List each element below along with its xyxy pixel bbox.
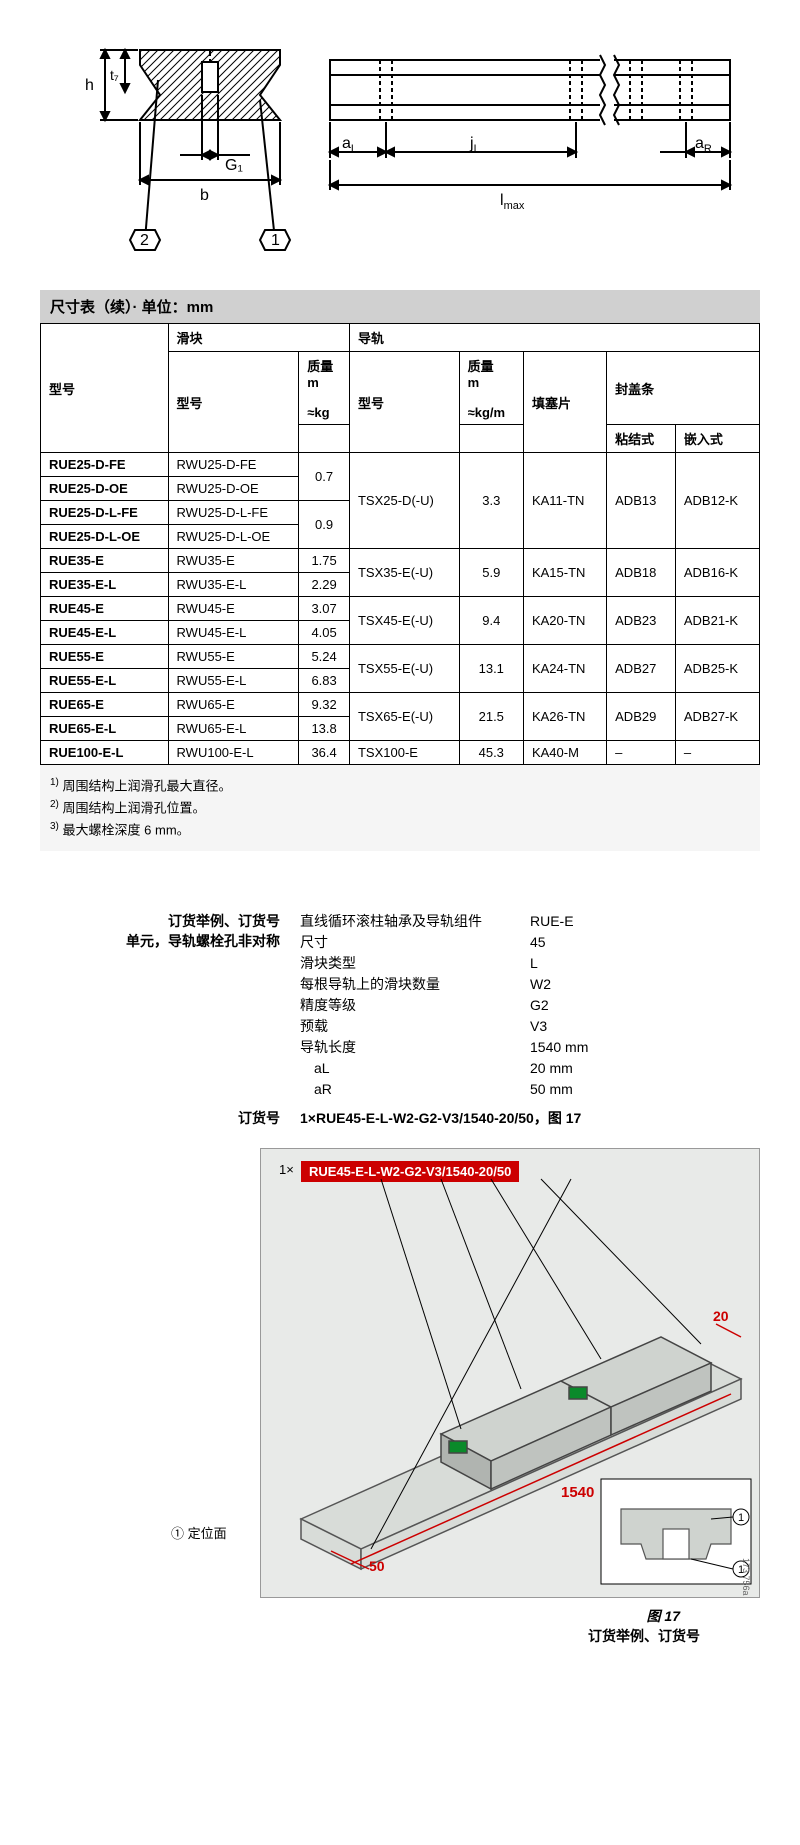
col-cover: 封盖条 (607, 352, 760, 425)
location-label: ① 定位面 (171, 1523, 227, 1542)
spec-row: 直线循环滚柱轴承及导轨组件RUE-E (300, 911, 760, 932)
table-title: 尺寸表（续）· 单位：mm (40, 290, 760, 323)
spec-row: 预载V3 (300, 1016, 760, 1037)
order-example: 订货举例、订货号 单元，导轨螺栓孔非对称 直线循环滚柱轴承及导轨组件RUE-E尺… (40, 911, 760, 1646)
callout-2: 2 (140, 232, 149, 249)
table-row: RUE35-ERWU35-E1.75TSX35-E(-U)5.9KA15-TNA… (41, 549, 760, 573)
order-code-label: 订货号 (40, 1108, 300, 1128)
table-row: RUE25-D-FERWU25-D-FE0.7TSX25-D(-U)3.3KA1… (41, 453, 760, 477)
svg-text:lmax: lmax (500, 192, 525, 212)
order-heading1: 订货举例、订货号 (40, 911, 280, 931)
col-rail-mass: 质量 m ≈kg/m (459, 352, 523, 425)
label-h: h (85, 77, 94, 94)
dim-20: 20 (713, 1308, 729, 1324)
figure-caption: 订货举例、订货号 (40, 1626, 700, 1646)
col-mass: 质量 m ≈kg (299, 352, 350, 425)
col-rail: 导轨 (349, 324, 759, 352)
order-heading2: 单元，导轨螺栓孔非对称 (40, 931, 280, 951)
svg-text:1: 1 (738, 1512, 744, 1524)
spec-row: 滑块类型L (300, 953, 760, 974)
order-figure: 1× RUE45-E-L-W2-G2-V3/1540-20/50 (260, 1148, 760, 1598)
callout-1: 1 (271, 232, 280, 249)
label-g1: G₁ (225, 157, 243, 174)
col-model: 型号 (41, 324, 169, 453)
dim-50: 50 (369, 1558, 385, 1574)
spec-row: aL20 mm (300, 1058, 760, 1079)
figure-id: 173 756a (741, 1558, 751, 1596)
dim-1540: 1540 (561, 1484, 594, 1501)
dimension-table: 尺寸表（续）· 单位：mm 型号 滑块 导轨 型号 质量 m ≈kg 型号 (40, 290, 760, 851)
table-row: RUE100-E-LRWU100-E-L36.4TSX100-E45.3KA40… (41, 741, 760, 765)
cross-section-diagram: h t₇ G₁ b 2 1 aL jL aR lmax (40, 40, 760, 260)
col-rail-model: 型号 (349, 352, 459, 453)
figure-number: 图 17 (40, 1606, 680, 1626)
label-t7: t₇ (110, 67, 119, 83)
col-adhesive: 粘结式 (607, 425, 676, 453)
label-b: b (200, 187, 209, 204)
order-code-value: 1×RUE45-E-L-W2-G2-V3/1540-20/50，图 17 (300, 1108, 760, 1128)
spec-row: 精度等级G2 (300, 995, 760, 1016)
spec-row: 尺寸45 (300, 932, 760, 953)
spec-row: 导轨长度1540 mm (300, 1037, 760, 1058)
spec-row: 每根导轨上的滑块数量W2 (300, 974, 760, 995)
col-slider-model: 型号 (168, 352, 299, 453)
table-row: RUE45-ERWU45-E3.07TSX45-E(-U)9.4KA20-TNA… (41, 597, 760, 621)
col-slider: 滑块 (168, 324, 349, 352)
table-row: RUE55-ERWU55-E5.24TSX55-E(-U)13.1KA24-TN… (41, 645, 760, 669)
col-embedded: 嵌入式 (675, 425, 759, 453)
footnotes: 1) 周围结构上润滑孔最大直径。 2) 周围结构上润滑孔位置。 3) 最大螺栓深… (40, 765, 760, 851)
col-filler: 填塞片 (523, 352, 606, 453)
spec-row: aR50 mm (300, 1079, 760, 1100)
table-row: RUE65-ERWU65-E9.32TSX65-E(-U)21.5KA26-TN… (41, 693, 760, 717)
